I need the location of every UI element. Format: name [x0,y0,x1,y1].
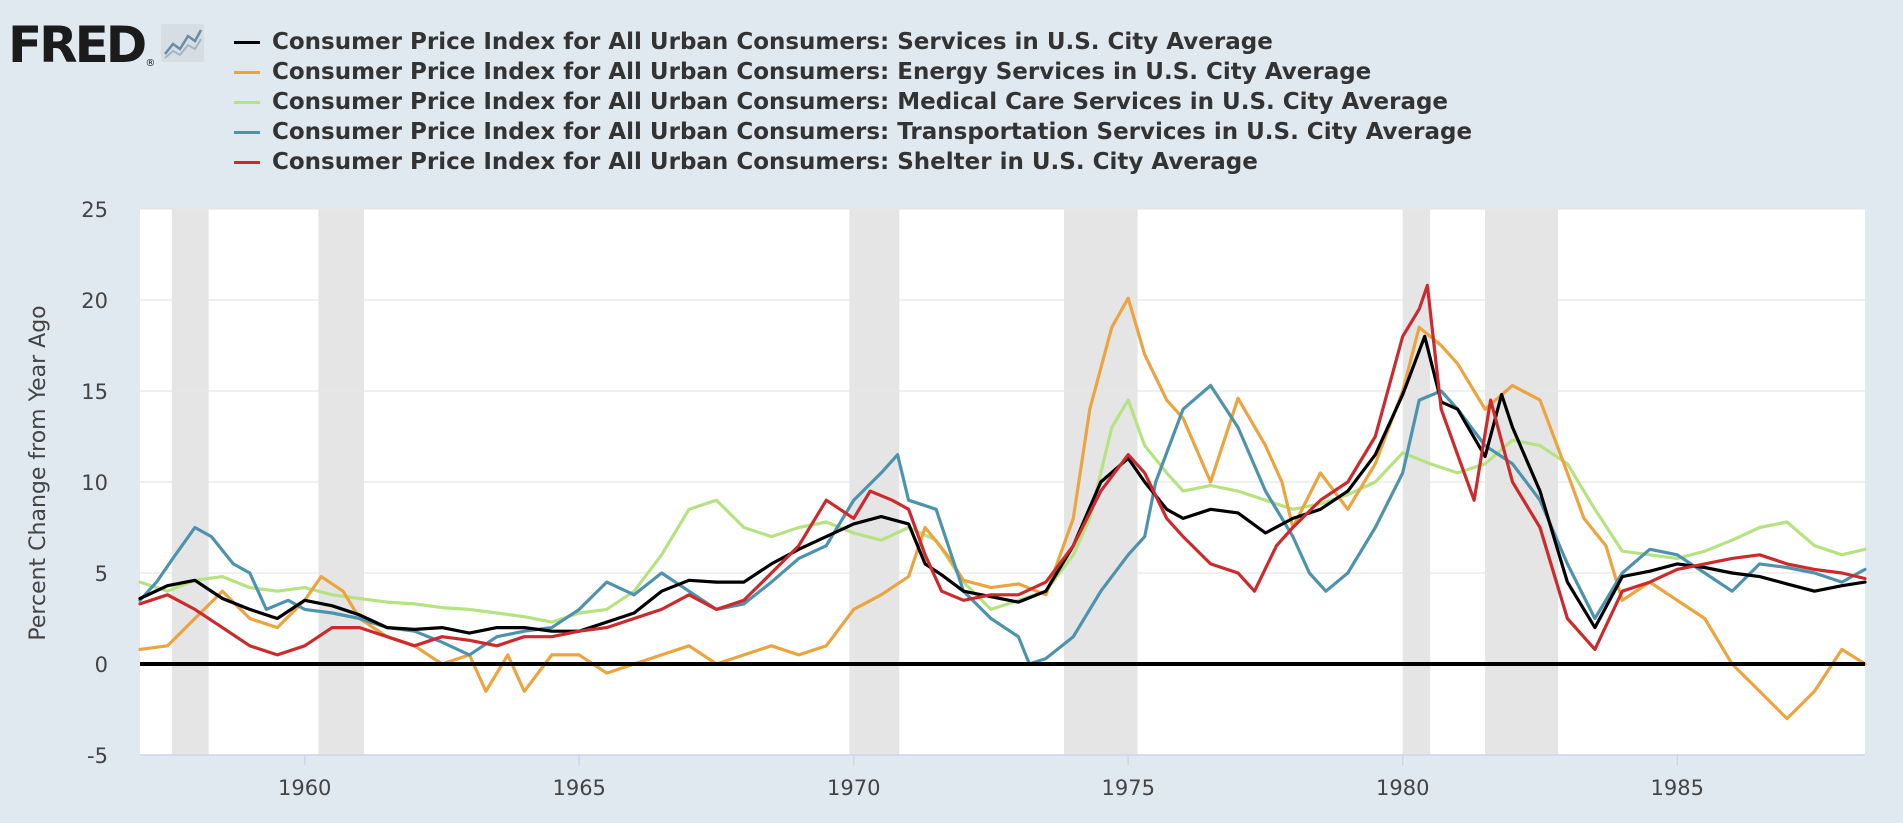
x-tick-label: 1970 [827,776,880,800]
x-tick-label: 1960 [278,776,331,800]
y-tick-label: -5 [87,744,108,768]
legend-label: Consumer Price Index for All Urban Consu… [272,149,1258,175]
series-line-4[interactable] [138,283,1867,657]
legend-label: Consumer Price Index for All Urban Consu… [272,89,1449,115]
legend-swatch [234,70,260,74]
chart-legend: Consumer Price Index for All Urban Consu… [234,27,1472,177]
x-tick-label: 1965 [552,776,605,800]
line-chart-icon [161,24,205,62]
series-layer [138,283,1867,721]
legend-swatch [234,160,260,164]
fred-logo-text: FRED [8,16,147,74]
legend-label: Consumer Price Index for All Urban Consu… [272,59,1372,85]
legend-item-services[interactable]: Consumer Price Index for All Urban Consu… [234,27,1472,57]
legend-label: Consumer Price Index for All Urban Consu… [272,29,1273,55]
legend-item-shelter[interactable]: Consumer Price Index for All Urban Consu… [234,147,1472,177]
legend-label: Consumer Price Index for All Urban Consu… [272,119,1473,145]
x-tick-label: 1985 [1651,776,1704,800]
y-tick-label: 0 [95,653,108,677]
legend-item-transportation-services[interactable]: Consumer Price Index for All Urban Consu… [234,117,1472,147]
legend-swatch [234,100,260,104]
y-tick-label: 25 [81,198,108,222]
fred-logo[interactable]: FRED ® [8,16,205,74]
y-tick-label: 15 [81,380,108,404]
legend-item-medical-care-services[interactable]: Consumer Price Index for All Urban Consu… [234,87,1472,117]
y-tick-label: 10 [81,471,108,495]
y-tick-label: 20 [81,289,108,313]
axes-layer: -5 0 5 10 15 20 25 1960 1965 1970 1975 1980 1985 [81,198,1865,800]
x-tick-label: 1980 [1376,776,1429,800]
legend-item-energy-services[interactable]: Consumer Price Index for All Urban Consu… [234,57,1472,87]
registered-mark: ® [145,58,156,69]
series-line-0[interactable] [138,334,1867,635]
y-tick-label: 5 [95,562,108,586]
legend-swatch [234,130,260,134]
legend-swatch [234,40,260,44]
y-axis-label: Percent Change from Year Ago [26,305,51,640]
x-tick-label: 1975 [1101,776,1154,800]
